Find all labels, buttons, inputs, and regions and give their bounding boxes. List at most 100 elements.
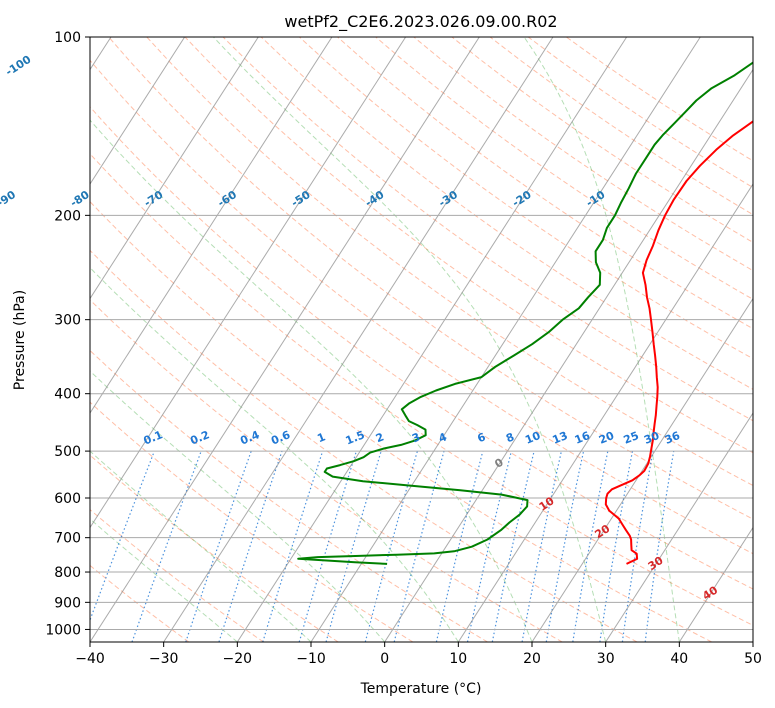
dry-adiabat (184, 37, 753, 454)
y-tick-label: 400 (54, 387, 81, 403)
isotherm-label: -100 (3, 53, 33, 79)
mixing-ratio-label: 1.5 (344, 428, 367, 447)
moist-adiabat (90, 518, 238, 642)
isoline-labels: -100-90 -80 -70 -60 -50 -40 -30 -20 -10010203040… (0, 53, 720, 603)
axes: −40 −30 −20 −10 0 10 20 30 40 5010009008007006005… (45, 30, 762, 667)
y-tick-label: 700 (54, 531, 81, 547)
x-axis-title: Temperature (°C) (360, 681, 482, 697)
mixing-ratio-line (599, 450, 634, 642)
grid-lines (90, 37, 753, 642)
mixing-ratio-line (298, 450, 357, 642)
y-tick-label: 300 (54, 313, 81, 329)
dry-adiabat (90, 59, 753, 555)
y-tick-label: 800 (54, 565, 81, 581)
isotherm-label: -30 (436, 188, 460, 210)
x-tick-label: 50 (744, 651, 762, 667)
isotherm (310, 37, 701, 642)
mixing-ratio-line (435, 450, 484, 642)
profile-lines (297, 61, 753, 565)
isotherm-label: -60 (215, 188, 239, 210)
mixing-ratio-label: 20 (597, 429, 616, 447)
mixing-ratio-line (218, 450, 283, 642)
dry-adiabat (375, 37, 753, 300)
isotherm-label: -50 (289, 188, 313, 210)
x-tick-label: −20 (223, 651, 253, 667)
x-tick-label: 20 (523, 651, 541, 667)
dry-adiabat (108, 37, 753, 520)
dry-adiabat (90, 249, 638, 642)
mixing-ratio-label: 10 (523, 429, 542, 447)
x-tick-label: 10 (449, 651, 467, 667)
mixing-ratio-label: 36 (663, 429, 682, 447)
moist-adiabat (90, 370, 386, 642)
isotherm-label: -40 (363, 188, 387, 210)
mixing-ratio-line (644, 451, 675, 642)
mixing-ratio-line (262, 450, 324, 642)
mixing-ratio-line (185, 450, 252, 642)
x-tick-label: −40 (75, 651, 105, 667)
background-lines (90, 37, 753, 642)
y-tick-label: 1000 (45, 622, 81, 638)
mixing-ratio-label: 0.1 (142, 428, 165, 447)
isotherm (384, 68, 753, 642)
isotherm (531, 297, 753, 642)
mixing-ratio-label: 16 (573, 429, 592, 447)
isotherm-label: -70 (142, 188, 166, 210)
moist-adiabat (213, 37, 607, 642)
temperature-line (604, 120, 753, 565)
mixing-ratio-label: 25 (622, 429, 641, 447)
isotherm (163, 37, 554, 642)
dry-adiabat (90, 106, 753, 590)
dry-adiabat (337, 37, 753, 330)
mixing-ratio-label: 30 (642, 429, 661, 447)
plot-frame (89, 36, 754, 643)
isotherm-label: 20 (592, 522, 612, 541)
y-axis-title: Pressure (hPa) (12, 290, 28, 390)
isotherm (90, 37, 407, 529)
mixing-ratio-line (131, 450, 202, 642)
chart-title: wetPf2_C2E6.2023.026.09.00.R02 (284, 12, 557, 32)
moist-adiabat (90, 119, 533, 642)
dry-adiabat (90, 299, 563, 642)
mixing-ratio-line (466, 450, 512, 642)
mixing-ratio-label: 13 (551, 429, 570, 447)
isotherm-label: 10 (537, 494, 557, 513)
mixing-ratio-label: 8 (504, 430, 516, 445)
dry-adiabat (90, 454, 339, 642)
dry-adiabat (90, 564, 190, 642)
mixing-ratio-line (90, 450, 155, 622)
isotherm-label: 40 (700, 583, 720, 602)
mixing-ratio-label: 0.2 (188, 428, 211, 447)
dry-adiabat (90, 153, 753, 626)
isotherm (678, 526, 753, 642)
x-tick-label: 40 (670, 651, 688, 667)
dry-adiabat (260, 37, 753, 390)
isotherm-label: -20 (510, 188, 534, 210)
x-tick-label: 30 (597, 651, 615, 667)
x-tick-label: 0 (380, 651, 389, 667)
isotherm-label: 0 (492, 456, 506, 471)
y-tick-label: 900 (54, 595, 81, 611)
y-tick-label: 500 (54, 444, 81, 460)
isotherm (605, 412, 753, 642)
dewpoint-line (297, 61, 753, 565)
isotherm (90, 37, 333, 414)
isotherm-label: -80 (68, 188, 92, 210)
mixing-ratio-label: 3 (410, 430, 422, 445)
isotherm (752, 641, 753, 642)
mixing-ratio-line (621, 450, 654, 642)
mixing-ratio-line (491, 450, 535, 642)
y-tick-label: 600 (54, 491, 81, 507)
mixing-ratio-label: 6 (476, 430, 488, 445)
moist-adiabat (90, 450, 312, 642)
isotherm-label: 30 (646, 554, 666, 573)
dry-adiabat (413, 37, 753, 272)
isotherm (90, 37, 480, 642)
dry-adiabat (222, 37, 753, 422)
mixing-ratio-label: 2 (374, 430, 386, 445)
isotherm-label: -10 (584, 188, 608, 210)
mixing-ratio-line (393, 450, 445, 642)
x-tick-label: −30 (149, 651, 179, 667)
